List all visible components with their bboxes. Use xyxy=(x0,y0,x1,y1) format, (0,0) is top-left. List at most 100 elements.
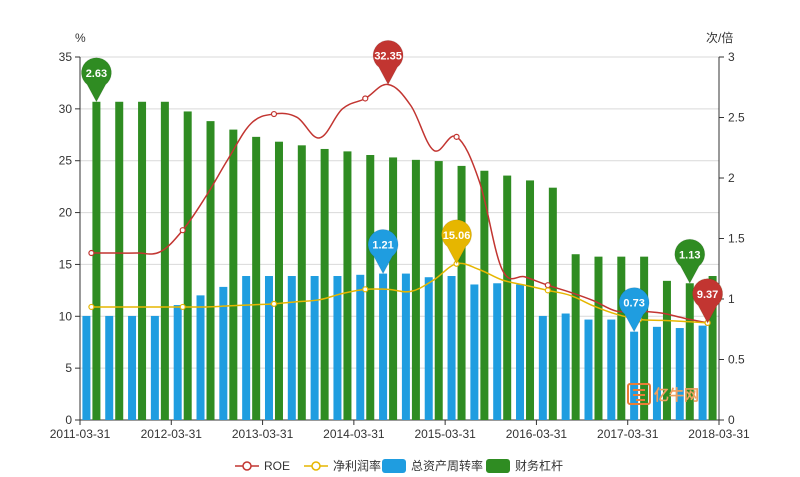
bar-leverage xyxy=(457,165,466,420)
bar-leverage xyxy=(662,280,671,420)
marker-pin-label: 15.06 xyxy=(443,230,471,242)
bar-leverage xyxy=(343,151,352,420)
bars xyxy=(82,101,717,421)
marker-pin-shape xyxy=(372,40,404,86)
point-roe xyxy=(544,282,551,289)
left-tick-label: 35 xyxy=(59,50,73,64)
legend-net-margin-symbol xyxy=(311,461,321,471)
bar-asset-turnover xyxy=(105,315,114,420)
bar-asset-turnover xyxy=(493,283,502,420)
bar-leverage xyxy=(366,155,375,420)
left-tick-label: 5 xyxy=(65,361,72,375)
left-axis-title: % xyxy=(75,31,86,45)
bar-leverage xyxy=(320,148,329,420)
legend-item-asset-turnover[interactable]: 总资产周转率 xyxy=(382,458,483,473)
marker-pin-shape xyxy=(441,219,473,265)
marker-pin: 1.21 xyxy=(367,229,399,275)
watermark-text: 亿牛网 xyxy=(654,386,699,404)
bar-asset-turnover xyxy=(652,326,661,420)
marker-pin: 2.63 xyxy=(80,57,112,103)
right-tick-label: 1.5 xyxy=(728,232,745,246)
bar-asset-turnover xyxy=(150,315,159,420)
bar-asset-turnover xyxy=(561,313,570,420)
bar-leverage xyxy=(297,145,306,420)
left-tick-label: 10 xyxy=(59,309,73,323)
bar-asset-turnover xyxy=(310,276,319,420)
bar-leverage xyxy=(503,175,512,420)
x-tick-label: 2018-03-31 xyxy=(688,427,750,441)
bar-leverage xyxy=(274,141,283,420)
axis-titles: % 次/倍 xyxy=(75,30,733,45)
marker-pin-shape xyxy=(674,238,706,285)
bar-leverage xyxy=(115,101,124,421)
x-tick-label: 2011-03-31 xyxy=(50,427,111,441)
bar-leverage xyxy=(206,121,215,420)
watermark-logo: 亿牛网 xyxy=(627,383,699,405)
marker-pin-shape xyxy=(692,278,724,324)
legend-leverage-swatch xyxy=(486,459,510,473)
bar-leverage xyxy=(526,180,535,420)
legend-net-margin-label: 净利润率 xyxy=(333,458,381,473)
watermark-icon xyxy=(627,383,651,405)
bar-leverage xyxy=(640,256,649,420)
marker-pin: 15.06 xyxy=(441,219,473,265)
legend-item-leverage[interactable]: 财务杠杆 xyxy=(486,458,563,473)
left-tick-label: 30 xyxy=(59,102,73,116)
marker-pin-shape xyxy=(367,229,399,275)
marker-pin-label: 32.35 xyxy=(374,50,402,62)
legend-roe-symbol xyxy=(242,461,252,471)
bar-asset-turnover xyxy=(447,276,456,420)
bar-leverage xyxy=(434,161,443,420)
bar-asset-turnover xyxy=(379,273,388,420)
bar-asset-turnover xyxy=(333,276,342,420)
legend-leverage-label: 财务杠杆 xyxy=(515,458,563,473)
point-net-margin xyxy=(362,286,369,293)
bar-asset-turnover xyxy=(698,325,707,420)
point-net-margin xyxy=(270,300,278,307)
bar-leverage xyxy=(685,283,694,420)
bar-asset-turnover xyxy=(287,276,296,420)
bar-leverage xyxy=(138,101,147,421)
bar-leverage xyxy=(708,276,717,420)
bar-asset-turnover xyxy=(424,277,433,420)
bar-leverage xyxy=(571,254,580,420)
left-tick-label: 25 xyxy=(59,154,73,168)
bar-asset-turnover xyxy=(630,331,639,420)
point-net-margin xyxy=(179,303,186,311)
bar-asset-turnover xyxy=(173,305,182,420)
right-tick-label: 2.5 xyxy=(728,111,745,125)
bar-leverage xyxy=(594,256,603,420)
legend: ROE 净利润率 总资产周转率 财务杠杆 xyxy=(235,458,563,473)
left-tick-label: 15 xyxy=(59,257,73,271)
bar-leverage xyxy=(160,101,169,421)
point-roe xyxy=(270,110,278,118)
right-tick-label: 0.5 xyxy=(728,353,745,367)
bar-leverage xyxy=(183,111,192,420)
bar-leverage xyxy=(480,170,489,420)
x-tick-label: 2014-03-31 xyxy=(323,427,385,441)
x-tick-label: 2013-03-31 xyxy=(232,427,294,441)
right-tick-label: 2 xyxy=(728,171,735,185)
point-net-margin xyxy=(544,287,551,294)
legend-item-roe[interactable]: ROE xyxy=(235,459,290,473)
x-tick-label: 2016-03-31 xyxy=(506,427,568,441)
bar-asset-turnover xyxy=(128,315,137,420)
bar-asset-turnover xyxy=(196,295,205,420)
legend-asset-turnover-swatch xyxy=(382,459,406,473)
legend-asset-turnover-label: 总资产周转率 xyxy=(411,458,483,473)
right-axis-title: 次/倍 xyxy=(706,30,733,45)
legend-item-net-margin[interactable]: 净利润率 xyxy=(304,458,381,473)
bar-asset-turnover xyxy=(516,284,525,420)
watermark-icon-strokes xyxy=(633,389,645,401)
marker-pin-shape xyxy=(618,287,650,333)
bar-leverage xyxy=(389,157,398,420)
marker-pin-label: 0.73 xyxy=(623,298,644,310)
bar-asset-turnover xyxy=(264,276,273,420)
bar-asset-turnover xyxy=(607,319,616,420)
bar-asset-turnover xyxy=(242,276,251,420)
bar-asset-turnover xyxy=(470,284,479,420)
bar-leverage xyxy=(92,101,101,421)
point-roe xyxy=(362,95,369,102)
marker-pin-label: 2.63 xyxy=(86,68,107,80)
